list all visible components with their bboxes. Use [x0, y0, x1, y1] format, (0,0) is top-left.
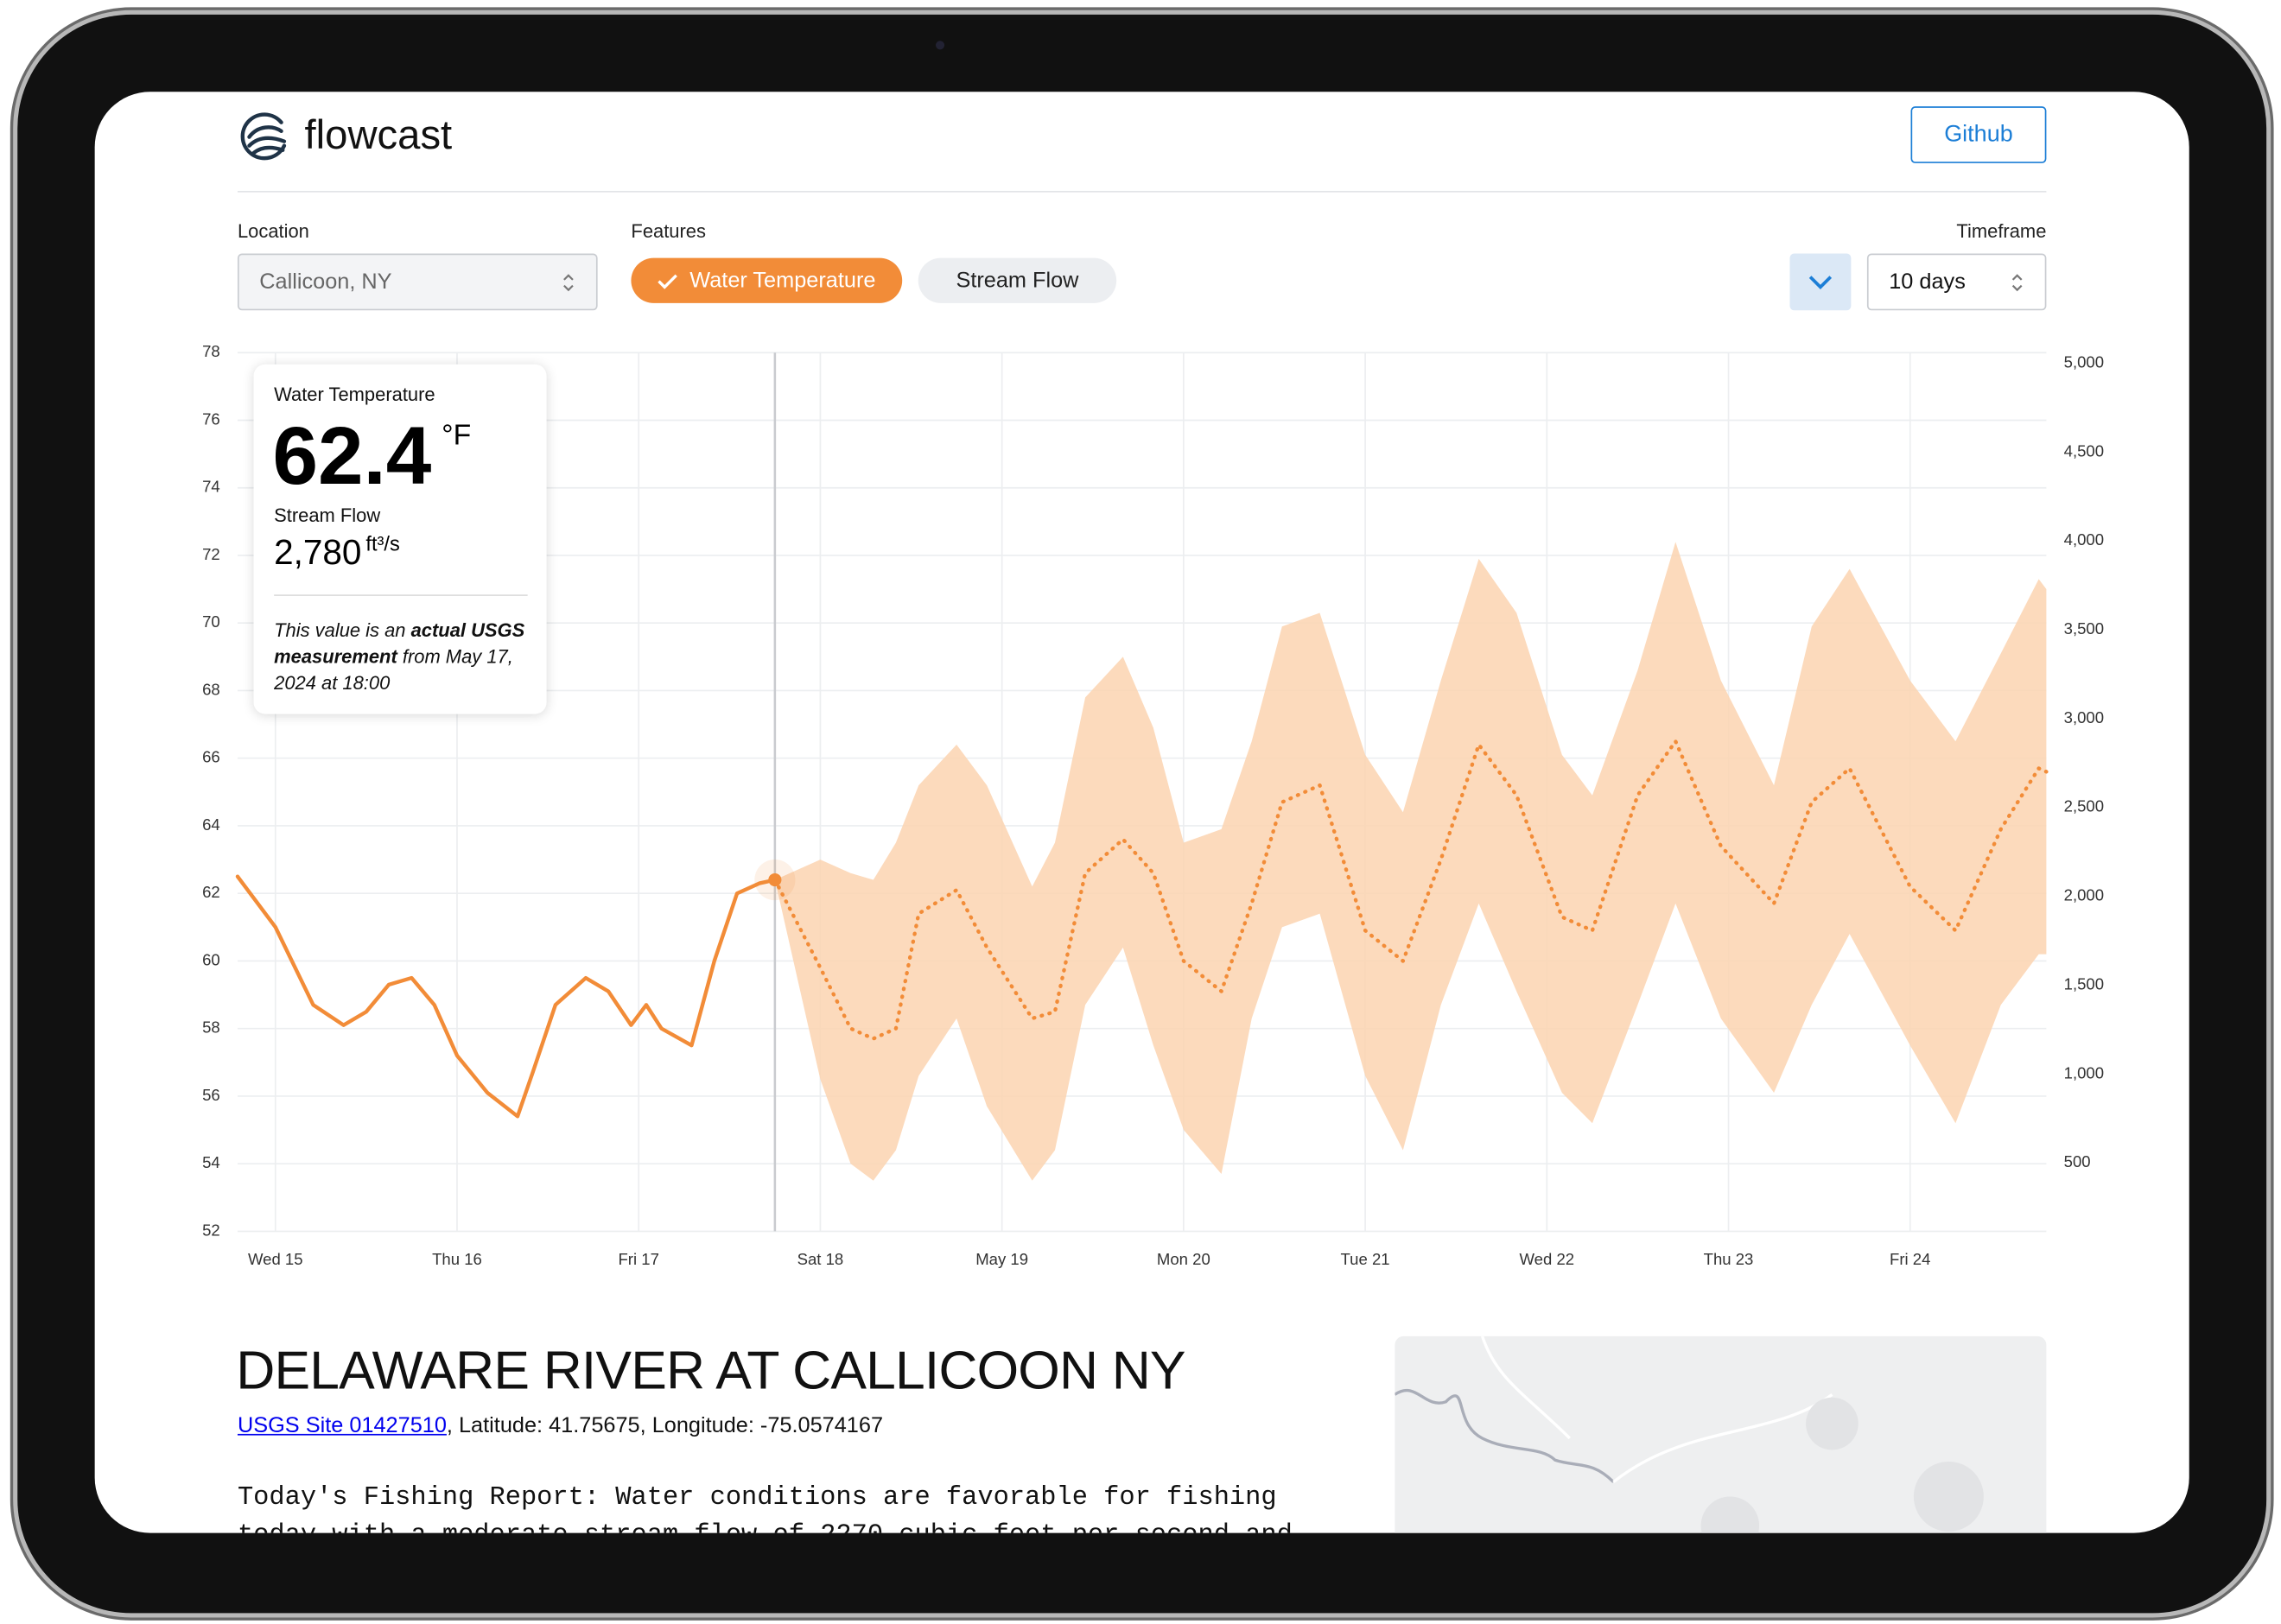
screen: 52 54 56 58 60 62 64 66 68 70 72 74 76 78 Wed 15 Thu 16…: [94, 92, 2189, 1533]
github-button[interactable]: Github: [1910, 106, 2047, 163]
timeframe-value: 10 days: [1889, 270, 1966, 295]
hover-point: [768, 872, 782, 887]
tooltip-temp-label: Water Temperature: [274, 383, 435, 405]
tooltip-divider: [274, 594, 528, 596]
tooltip-temp-unit: °F: [442, 419, 472, 452]
tooltip-note: This value is an actual USGS measurement…: [274, 618, 537, 696]
x-tick-label: Tue 21: [1341, 1250, 1390, 1268]
tooltip-flow-unit: ft³/s: [365, 531, 400, 555]
site-title: DELAWARE RIVER AT CALLICOON NY: [236, 1340, 1185, 1401]
chevron-icon: [1808, 276, 1833, 289]
y2-tick-label: 4,000: [2064, 530, 2104, 549]
feature-chip-selected[interactable]: Water Temperature: [631, 257, 903, 303]
select-icon: [563, 274, 574, 292]
x-tick-label: Thu 16: [432, 1250, 482, 1268]
separator: [237, 190, 2047, 193]
map: [1395, 1335, 2047, 1533]
feature-label: Water Temperature: [689, 268, 876, 294]
measured-line: [235, 874, 778, 1119]
forecast-line: [772, 739, 2049, 1041]
location-label: Location: [237, 219, 309, 243]
y2-tick-label: 3,500: [2064, 619, 2104, 638]
timeframe-select[interactable]: 10 days: [1866, 253, 2047, 311]
feature-chip[interactable]: Stream Flow: [918, 257, 1117, 303]
y2-tick-label: 3,000: [2064, 708, 2104, 726]
note-text: This value is an: [274, 619, 411, 642]
y-tick-label: 60: [202, 950, 220, 968]
y2-tick-label: 5,000: [2064, 352, 2104, 371]
y-tick-label: 72: [202, 545, 220, 563]
y-tick-label: 62: [202, 883, 220, 901]
y2-tick-label: 500: [2064, 1152, 2091, 1170]
y2-tick-label: 1,000: [2064, 1063, 2104, 1082]
x-tick-label: Wed 22: [1520, 1250, 1575, 1268]
note-text: from May 17, 2024 at 18:00: [274, 645, 513, 694]
y-tick-label: 74: [202, 478, 220, 496]
y2-tick-label: 2,000: [2064, 886, 2104, 904]
site-coords: , Latitude: 41.75675, Longitude: -75.057…: [446, 1413, 884, 1438]
x-tick-label: Wed 15: [248, 1250, 303, 1268]
location-select[interactable]: Callicoon, NY: [237, 253, 598, 311]
collapse-button[interactable]: [1789, 253, 1852, 311]
note-bold: actual USGS measurement: [274, 619, 525, 668]
x-tick-label: Sat 18: [797, 1250, 844, 1268]
y-tick-label: 56: [202, 1086, 220, 1104]
y-tick-label: 58: [202, 1018, 220, 1037]
tooltip: Water Temperature 62.4 °F Stream Flow 2,…: [253, 364, 547, 714]
y-tick-label: 66: [202, 748, 220, 766]
tooltip-flow-value: 2,780: [274, 533, 362, 573]
select-icon: [2011, 274, 2023, 292]
y-tick-label: 52: [202, 1221, 220, 1239]
confidence-band: [774, 542, 2047, 1181]
tooltip-flow-label: Stream Flow: [274, 504, 381, 526]
timeframe-label: Timeframe: [1956, 219, 2047, 243]
brand: flowcast: [304, 111, 453, 158]
y-tick-label: 78: [202, 342, 220, 360]
y-tick-label: 64: [202, 815, 220, 834]
y2-tick-label: 2,500: [2064, 797, 2104, 815]
features-label: Features: [631, 219, 706, 243]
y-tick-label: 68: [202, 680, 220, 698]
y-tick-label: 76: [202, 409, 220, 428]
chart: 52 54 56 58 60 62 64 66 68 70 72 74 76 78 Wed 15 Thu 16…: [202, 342, 2104, 1268]
y2-tick-label: 1,500: [2064, 974, 2104, 993]
x-tick-label: Fri 17: [618, 1250, 658, 1268]
x-tick-label: Thu 23: [1704, 1250, 1754, 1268]
x-tick-label: May 19: [975, 1250, 1028, 1268]
x-tick-label: Fri 24: [1890, 1250, 1930, 1268]
check-icon: [658, 273, 678, 289]
logo: [240, 112, 287, 161]
fishing-report: Today's Fishing Report: Water conditions…: [237, 1483, 1293, 1532]
site-info: USGS Site 01427510, Latitude: 41.75675, …: [238, 1413, 883, 1438]
x-tick-label: Mon 20: [1157, 1250, 1210, 1268]
location-value: Callicoon, NY: [259, 270, 392, 295]
y-tick-label: 70: [202, 612, 220, 631]
y2-tick-label: 4,500: [2064, 441, 2104, 460]
camera: [935, 41, 945, 50]
map-drawing: [1395, 1335, 1984, 1533]
feature-label: Stream Flow: [956, 268, 1079, 294]
tooltip-temp-value: 62.4: [272, 409, 432, 502]
site-link[interactable]: USGS Site 01427510: [237, 1413, 447, 1438]
y-tick-label: 54: [202, 1153, 220, 1171]
